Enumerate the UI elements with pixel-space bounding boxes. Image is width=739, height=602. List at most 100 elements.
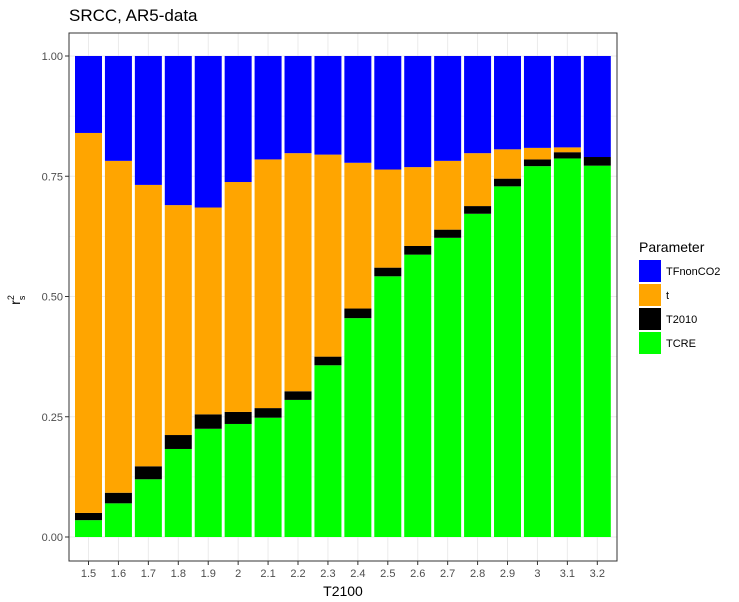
y-tick-label: 0.75 xyxy=(42,171,63,183)
legend-label: TCRE xyxy=(666,338,696,350)
bar-segment xyxy=(164,448,192,537)
x-tick-label: 2.5 xyxy=(380,568,395,580)
bar-segment xyxy=(134,466,162,480)
y-axis-title-main: r xyxy=(7,300,23,305)
bar-segment xyxy=(464,153,492,207)
x-tick-label: 2 xyxy=(235,568,241,580)
bar-segment xyxy=(583,165,611,537)
bar-segment xyxy=(284,399,312,537)
bar-segment xyxy=(374,276,402,537)
bar-segment xyxy=(75,520,102,537)
bar-segment xyxy=(344,308,372,319)
bar-segment xyxy=(314,365,342,537)
x-tick-label: 1.8 xyxy=(171,568,186,580)
bar-segment xyxy=(284,56,312,154)
x-tick-label: 2.3 xyxy=(320,568,335,580)
bar-segment xyxy=(254,408,282,418)
bar-segment xyxy=(464,213,492,537)
bar-segment xyxy=(523,56,551,148)
y-tick-label: 0.00 xyxy=(42,532,63,544)
bar-segment xyxy=(494,149,522,179)
bar-segment xyxy=(374,267,402,277)
bar-segment xyxy=(194,428,222,537)
x-tick-label: 2.4 xyxy=(350,568,365,580)
bar-segment xyxy=(194,414,222,429)
x-tick-label: 2.1 xyxy=(260,568,275,580)
bar-segment xyxy=(434,229,462,238)
x-tick-label: 2.8 xyxy=(470,568,485,580)
bar-segment xyxy=(194,56,222,208)
bar-segment xyxy=(344,318,372,537)
bar-segment xyxy=(224,182,252,412)
svg-text:r2s: r2s xyxy=(6,295,27,305)
legend-label: TFnonCO2 xyxy=(666,266,720,278)
legend-label: T2010 xyxy=(666,314,697,326)
bar-segment xyxy=(75,132,102,513)
bar-segment xyxy=(224,423,252,537)
bar-segment xyxy=(284,153,312,392)
x-tick-label: 1.5 xyxy=(81,568,96,580)
bar-segment xyxy=(254,417,282,537)
bar-segment xyxy=(75,512,102,521)
x-axis-title: T2100 xyxy=(323,583,363,599)
bar-segment xyxy=(314,356,342,366)
plot-panel: 0.00 0.25 0.50 0.75 1.00 1.5 1.6 1.7 1.8 1.9 2 2.1 2… xyxy=(42,32,618,580)
bar-segment xyxy=(464,206,492,214)
bar-segment xyxy=(224,56,252,183)
y-tick-label: 0.25 xyxy=(42,412,63,424)
x-tick-label: 3.2 xyxy=(590,568,605,580)
legend-title: Parameter xyxy=(639,239,705,255)
bar-segment xyxy=(404,56,432,168)
bar-segment xyxy=(314,154,342,357)
legend-key xyxy=(639,260,661,282)
x-tick-label: 3.1 xyxy=(560,568,575,580)
bar-segment xyxy=(494,56,522,150)
bar-segment xyxy=(553,147,581,153)
legend-label: t xyxy=(666,290,669,302)
bar-segment xyxy=(314,56,342,155)
bar-segment xyxy=(254,159,282,409)
bar-segment xyxy=(224,411,252,424)
bar-segment xyxy=(134,56,162,185)
bar-segment xyxy=(164,56,192,206)
bar-segment xyxy=(434,56,462,161)
bar-segment xyxy=(404,254,432,537)
bar-segment xyxy=(494,186,522,537)
bar-segment xyxy=(374,56,402,170)
bar-segment xyxy=(284,391,312,400)
bar-segment xyxy=(75,56,102,133)
x-tick-label: 1.7 xyxy=(141,568,156,580)
y-axis-title-sub: s xyxy=(17,295,27,300)
bar-segment xyxy=(104,492,132,504)
bar-segment xyxy=(164,435,192,449)
bar-segment xyxy=(344,56,372,163)
bar-segment xyxy=(553,152,581,159)
bar-segment xyxy=(134,184,162,467)
legend-key xyxy=(639,308,661,330)
bar-segment xyxy=(553,158,581,537)
y-axis-title-sup: 2 xyxy=(6,295,16,300)
bar-segment xyxy=(194,207,222,415)
x-tick-label: 2.9 xyxy=(500,568,515,580)
bar-segment xyxy=(164,205,192,436)
bar-segment xyxy=(583,157,611,166)
bar-segment xyxy=(254,56,282,160)
legend-key xyxy=(639,284,661,306)
bar-segment xyxy=(434,237,462,537)
x-tick-label: 2.6 xyxy=(410,568,425,580)
x-tick-label: 2.2 xyxy=(290,568,305,580)
x-tick-label: 1.9 xyxy=(201,568,216,580)
bar-segment xyxy=(404,245,432,255)
bar-segment xyxy=(494,178,522,187)
bar-segment xyxy=(523,147,551,160)
bar-segment xyxy=(104,160,132,493)
bar-segment xyxy=(134,479,162,537)
y-tick-label: 0.50 xyxy=(42,292,63,304)
y-tick-label: 1.00 xyxy=(42,51,63,63)
bar-segment xyxy=(583,56,611,158)
chart-title: SRCC, AR5-data xyxy=(69,6,198,25)
x-tick-label: 1.6 xyxy=(111,568,126,580)
x-tick-label: 2.7 xyxy=(440,568,455,580)
bar-segment xyxy=(104,56,132,161)
